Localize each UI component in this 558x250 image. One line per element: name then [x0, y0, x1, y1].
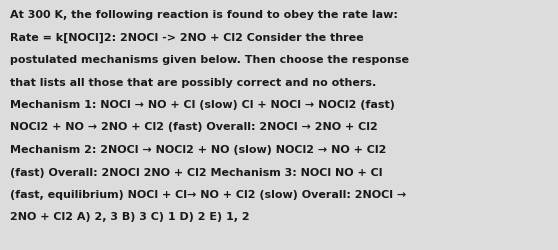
Text: postulated mechanisms given below. Then choose the response: postulated mechanisms given below. Then … — [10, 55, 409, 65]
Text: Mechanism 2: 2NOCl → NOCl2 + NO (slow) NOCl2 → NO + Cl2: Mechanism 2: 2NOCl → NOCl2 + NO (slow) N… — [10, 144, 386, 154]
Text: (fast) Overall: 2NOCl 2NO + Cl2 Mechanism 3: NOCl NO + Cl: (fast) Overall: 2NOCl 2NO + Cl2 Mechanis… — [10, 167, 382, 177]
Text: NOCl2 + NO → 2NO + Cl2 (fast) Overall: 2NOCl → 2NO + Cl2: NOCl2 + NO → 2NO + Cl2 (fast) Overall: 2… — [10, 122, 378, 132]
Text: At 300 K, the following reaction is found to obey the rate law:: At 300 K, the following reaction is foun… — [10, 10, 398, 20]
Text: 2NO + Cl2 A) 2, 3 B) 3 C) 1 D) 2 E) 1, 2: 2NO + Cl2 A) 2, 3 B) 3 C) 1 D) 2 E) 1, 2 — [10, 212, 249, 222]
Text: (fast, equilibrium) NOCl + Cl→ NO + Cl2 (slow) Overall: 2NOCl →: (fast, equilibrium) NOCl + Cl→ NO + Cl2 … — [10, 189, 406, 199]
Text: that lists all those that are possibly correct and no others.: that lists all those that are possibly c… — [10, 77, 376, 87]
Text: Rate = k[NOCl]2: 2NOCl -> 2NO + Cl2 Consider the three: Rate = k[NOCl]2: 2NOCl -> 2NO + Cl2 Cons… — [10, 32, 364, 42]
Text: Mechanism 1: NOCl → NO + Cl (slow) Cl + NOCl → NOCl2 (fast): Mechanism 1: NOCl → NO + Cl (slow) Cl + … — [10, 100, 395, 110]
